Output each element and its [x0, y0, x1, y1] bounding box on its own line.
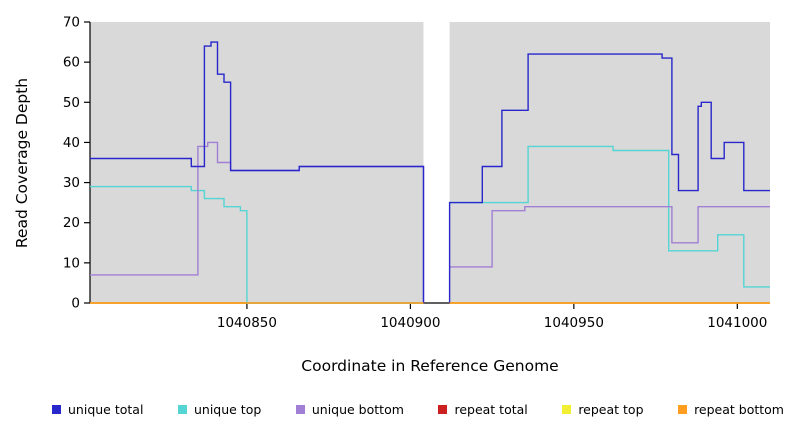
y-tick-label: 30 [63, 175, 80, 191]
legend-swatch-repeat-top [562, 404, 572, 414]
legend-label: repeat top [578, 401, 644, 417]
x-tick-label: 1041000 [707, 315, 767, 331]
x-tick-label: 1040900 [380, 315, 440, 331]
y-axis-label: Read Coverage Depth [13, 78, 31, 248]
x-axis-label: Coordinate in Reference Genome [301, 357, 558, 375]
coverage-gap-band [423, 22, 450, 303]
series-unique-top [449, 145, 770, 288]
legend-item-repeat-total: repeat total [438, 401, 528, 417]
chart-canvas: 0 10 20 30 40 50 60 70 1040850 1040900 1040950 1041… [13, 15, 770, 375]
series-unique-bottom [449, 206, 770, 268]
y-tick-label: 10 [63, 255, 80, 271]
legend-swatch-repeat-bottom [678, 404, 688, 414]
chart-layers: 0 10 20 30 40 50 60 70 1040850 1040900 1040950 1041… [63, 15, 770, 331]
legend-swatch-unique-top [177, 404, 187, 414]
y-tick-label: 70 [63, 15, 80, 31]
legend-item-repeat-bottom: repeat bottom [678, 402, 784, 417]
legend-label: repeat total [454, 401, 528, 417]
chart-legend: unique total unique top unique bottom repea… [52, 398, 784, 420]
y-tick-label: 50 [63, 95, 80, 111]
legend-label: unique top [193, 401, 262, 417]
legend-swatch-unique-total [52, 404, 61, 414]
series-unique-total [90, 41, 425, 303]
y-tick-label: 40 [63, 135, 80, 151]
legend-swatch-repeat-total [438, 404, 448, 414]
coverage-plot-figure: 0 10 20 30 40 50 60 70 1040850 1040900 1040950 1041… [13, 15, 784, 417]
legend-swatch-unique-bottom [295, 404, 305, 414]
legend-item-repeat-top: repeat top [562, 401, 644, 417]
legend-label: repeat bottom [694, 401, 784, 417]
x-tick-label: 1040950 [544, 315, 604, 331]
y-tick-label: 0 [71, 296, 80, 312]
legend-label: unique bottom [311, 401, 404, 417]
legend-item-unique-bottom: unique bottom [295, 401, 404, 417]
legend-item-unique-total: unique total [52, 402, 143, 417]
legend-item-unique-top: unique top [177, 401, 262, 417]
series-unique-top [90, 185, 424, 304]
y-tick-label: 20 [63, 215, 80, 231]
y-tick-label: 60 [63, 55, 80, 71]
legend-label: unique total [68, 401, 144, 417]
series-unique-total [448, 53, 770, 303]
x-tick-label: 1040850 [217, 315, 277, 331]
